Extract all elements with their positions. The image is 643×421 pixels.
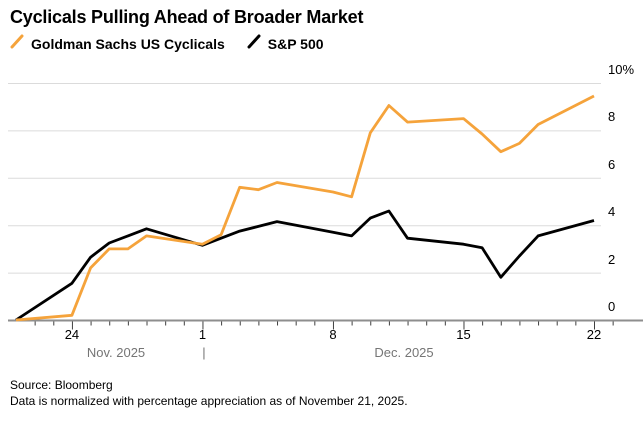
x-axis-month-label-nov: Nov. 2025 bbox=[86, 345, 146, 360]
y-axis-label-6: 6 bbox=[608, 156, 616, 172]
legend-label-sp500: S&P 500 bbox=[267, 36, 324, 52]
y-axis-label-2: 2 bbox=[608, 251, 616, 267]
y-axis-label-4: 4 bbox=[608, 204, 616, 220]
x-axis-tick-label-24: 24 bbox=[64, 327, 80, 342]
x-axis-tick-label-22: 22 bbox=[586, 327, 602, 342]
chart-title: Cyclicals Pulling Ahead of Broader Marke… bbox=[10, 7, 364, 27]
y-axis-label-10: 10% bbox=[608, 62, 635, 77]
series-line-s-p-500 bbox=[15, 209, 595, 322]
x-axis-tick-label-8: 8 bbox=[329, 327, 337, 342]
y-axis-label-0: 0 bbox=[608, 299, 616, 314]
chart-legend: Goldman Sachs US Cyclicals S&P 500 bbox=[10, 34, 324, 54]
y-axis-label-8: 8 bbox=[608, 109, 616, 125]
note-line: Data is normalized with percentage appre… bbox=[10, 394, 408, 408]
x-axis-tick-label-1: 1 bbox=[198, 327, 207, 342]
legend-label-goldman-cyclicals: Goldman Sachs US Cyclicals bbox=[31, 36, 225, 52]
chart-footer: Source: Bloomberg Data is normalized wit… bbox=[10, 377, 408, 409]
x-axis-tick-label-15: 15 bbox=[456, 327, 471, 342]
black-slash-icon bbox=[247, 34, 261, 54]
legend-item-sp500: S&P 500 bbox=[247, 34, 324, 54]
x-axis-month-separator: | bbox=[202, 345, 206, 360]
legend-item-goldman-cyclicals: Goldman Sachs US Cyclicals bbox=[10, 34, 225, 54]
orange-slash-icon bbox=[10, 34, 24, 54]
series-line-goldman-sachs-us-cyclicals bbox=[15, 94, 595, 322]
source-line: Source: Bloomberg bbox=[10, 378, 113, 392]
x-axis-month-label-dec: Dec. 2025 bbox=[374, 345, 434, 360]
